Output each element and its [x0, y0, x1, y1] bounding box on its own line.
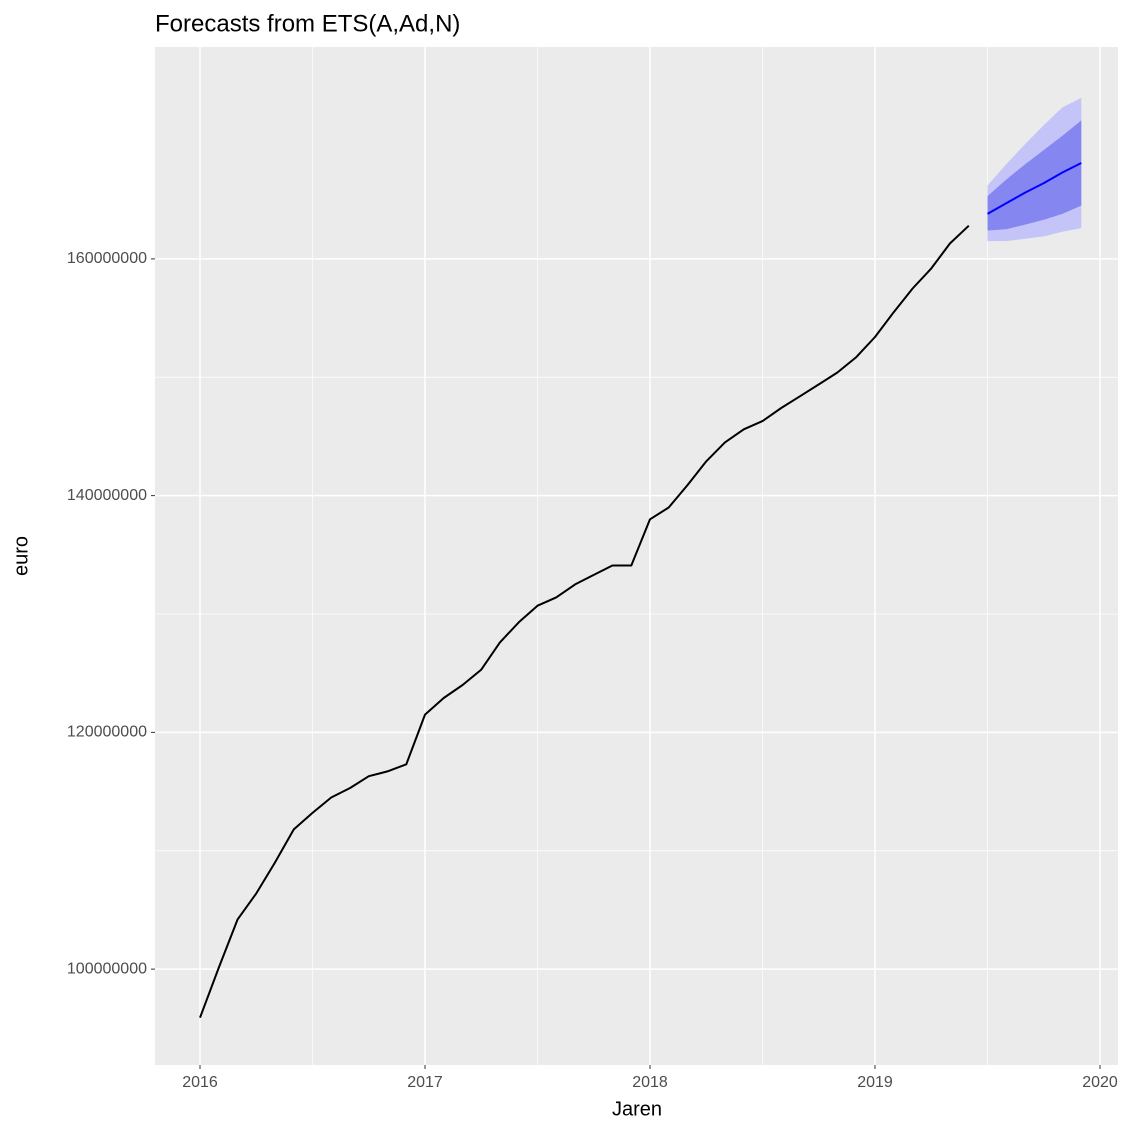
- y-tick-label: 160000000: [67, 250, 147, 267]
- x-tick-label: 2019: [857, 1074, 893, 1091]
- x-tick-label: 2017: [407, 1074, 443, 1091]
- x-tick-label: 2020: [1082, 1074, 1118, 1091]
- y-tick-label: 120000000: [67, 724, 147, 741]
- x-tick-label: 2016: [182, 1074, 218, 1091]
- prediction-band: [987, 120, 1082, 231]
- line: [199, 224, 970, 1019]
- y-axis-title: euro: [10, 536, 32, 576]
- y-tick-label: 140000000: [67, 487, 147, 504]
- chart-title: Forecasts from ETS(A,Ad,N): [155, 10, 460, 37]
- line: [987, 162, 1082, 215]
- y-tick-label: 100000000: [67, 960, 147, 977]
- plot-panel: [155, 47, 1118, 1065]
- x-axis-title: Jaren: [612, 1098, 662, 1120]
- x-tick-label: 2018: [632, 1074, 668, 1091]
